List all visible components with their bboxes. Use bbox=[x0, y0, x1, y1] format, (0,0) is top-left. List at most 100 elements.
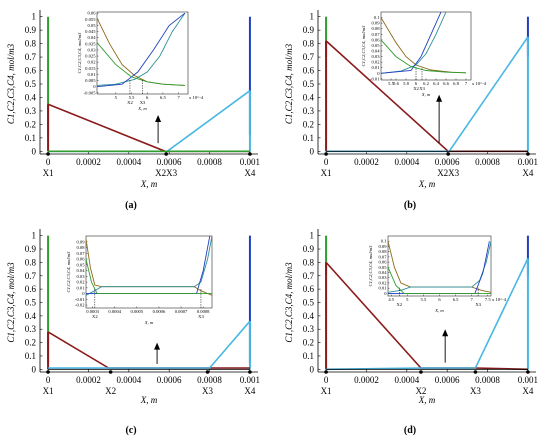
y-tick-label: 0 bbox=[310, 364, 315, 374]
inset-series-line bbox=[97, 42, 185, 86]
inset-y-tick-label: 0.05 bbox=[76, 262, 85, 267]
y-axis-label: C1,C2,C3,C4, mol/m3 bbox=[284, 43, 294, 124]
inset-series-line bbox=[86, 236, 212, 296]
inset-y-tick-label: 0.05 bbox=[371, 43, 380, 48]
inset-y-tick-label: 0.02 bbox=[371, 60, 380, 65]
y-tick-label: 0.1 bbox=[25, 351, 36, 361]
inset-plot: -0.0100.010.020.030.040.050.060.070.080.… bbox=[361, 11, 487, 98]
inset-y-axis-label: C1,C2,C3,C4, mol/m3 bbox=[66, 251, 72, 293]
zoom-arrow-head bbox=[155, 114, 162, 122]
inset-y-tick-label: 0.02 bbox=[76, 280, 85, 285]
y-tick-label: 0.6 bbox=[303, 66, 315, 76]
y-tick-label: 0.6 bbox=[303, 284, 315, 294]
inset-x-axis-label: X, m bbox=[144, 320, 154, 326]
inset-y-tick-label: 0.08 bbox=[76, 245, 85, 250]
x-marker-label: X3 bbox=[470, 386, 481, 396]
inset-y-tick-label: 0.025 bbox=[85, 54, 96, 59]
inset-y-tick-label: 0 bbox=[93, 84, 96, 89]
inset-series-group bbox=[381, 12, 467, 74]
inset-marker-label: X2 bbox=[127, 100, 133, 105]
inset-y-tick-label: 0.015 bbox=[85, 66, 96, 71]
y-axis-label: C1,C2,C3,C4, mol/m3 bbox=[284, 262, 294, 343]
inset-marker-label: X3 bbox=[475, 302, 481, 307]
inset-x-tick-label: 6.5 bbox=[453, 297, 459, 302]
inset-y-tick-label: 0.05 bbox=[87, 23, 96, 28]
y-tick-label: 0.4 bbox=[303, 92, 315, 102]
inset-marker-label: X3 bbox=[419, 86, 425, 91]
inset-x-tick-label: 6 bbox=[438, 297, 441, 302]
y-tick-label: 0.4 bbox=[303, 311, 315, 321]
inset-x-tick-label: 6 bbox=[415, 81, 418, 86]
inset-y-tick-label: 0.07 bbox=[378, 254, 387, 259]
inset-y-tick-label: 0.03 bbox=[76, 274, 85, 279]
x-tick-label: 0.0004 bbox=[394, 157, 419, 167]
inset-x-tick-label: 6.5 bbox=[160, 95, 166, 100]
y-tick-label: 0.2 bbox=[303, 119, 314, 129]
series-line bbox=[48, 320, 251, 369]
x-tick-label: 0.001 bbox=[240, 157, 260, 167]
x-tick-label: 0.0004 bbox=[116, 157, 141, 167]
zoom-arrow-head bbox=[154, 342, 161, 350]
inset-x-tick-label: 6 bbox=[146, 95, 149, 100]
y-tick-label: 0.8 bbox=[303, 39, 315, 49]
inset-y-tick-label: 0.04 bbox=[378, 270, 387, 275]
y-tick-label: 0.9 bbox=[25, 25, 37, 35]
inset-series-line bbox=[97, 12, 186, 88]
y-tick-label: 0.5 bbox=[303, 79, 315, 89]
inset-y-tick-label: 0.035 bbox=[85, 41, 96, 46]
panel-label: (c) bbox=[125, 425, 136, 436]
inset-x-tick-label: 7 bbox=[177, 95, 180, 100]
panel-c: 0 0.1 0.2 0.3 0.4 0.5 0.6 0.7 0.8 0.9 1 0 0.0002 0.00… bbox=[6, 229, 260, 436]
inset-y-tick-label: 0.03 bbox=[371, 54, 380, 59]
series-line bbox=[47, 103, 250, 153]
inset-series-line bbox=[381, 39, 467, 74]
x-marker-dot bbox=[205, 370, 210, 374]
inset-y-axis-label: C1,C2,C3,C4, mol/m3 bbox=[361, 25, 367, 67]
x-marker-label: X2 bbox=[415, 386, 426, 396]
x-marker-dot bbox=[46, 370, 50, 374]
inset-plot: -0.02-0.0100.010.020.030.040.050.060.070… bbox=[66, 235, 213, 326]
y-tick-label: 0.3 bbox=[25, 324, 37, 334]
inset-series-line bbox=[86, 258, 212, 295]
x-marker-dot bbox=[248, 370, 252, 374]
inset-series-line bbox=[388, 267, 491, 294]
inset-x-tick-label: 5 bbox=[115, 95, 118, 100]
series-line bbox=[326, 258, 529, 371]
inset-x-tick-label: 7.5 bbox=[485, 297, 491, 302]
y-axis-label: C1,C2,C3,C4, mol/m3 bbox=[6, 43, 16, 124]
inset-y-tick-label: 0.045 bbox=[85, 29, 96, 34]
inset-y-tick-label: 0.1 bbox=[374, 15, 380, 20]
y-tick-label: 0.8 bbox=[303, 257, 315, 267]
y-tick-label: 0.5 bbox=[25, 298, 37, 308]
inset-frame bbox=[387, 235, 492, 297]
inset-y-tick-label: 0.08 bbox=[371, 26, 380, 31]
x-tick-label: 0.0006 bbox=[435, 375, 460, 385]
inset-y-tick-label: 0.05 bbox=[378, 265, 387, 270]
inset-x-tick-label: 6.6 bbox=[443, 81, 449, 86]
x-tick-label: 0 bbox=[46, 157, 51, 167]
y-tick-label: 0.5 bbox=[303, 298, 315, 308]
inset-x-tick-label: 7 bbox=[471, 297, 474, 302]
panel-label: (b) bbox=[404, 200, 416, 211]
y-tick-label: 0.4 bbox=[25, 92, 37, 102]
inset-x-tick-label: 5.6 bbox=[393, 81, 399, 86]
x-tick-label: 0.001 bbox=[518, 157, 538, 167]
inset-y-tick-label: 0.04 bbox=[76, 268, 85, 273]
y-tick-label: 0.6 bbox=[25, 66, 37, 76]
inset-x-tick-label: 5.5 bbox=[388, 81, 394, 86]
y-tick-label: 0.9 bbox=[25, 244, 37, 254]
y-tick-label: 0.2 bbox=[25, 119, 36, 129]
x-tick-label: 0.0002 bbox=[76, 157, 101, 167]
inset-series-group bbox=[86, 236, 212, 296]
panel-label: (a) bbox=[125, 200, 137, 211]
x-marker-label: X1 bbox=[321, 168, 332, 178]
inset-y-axis-label: C1,C2,C3,C4, mol/m3 bbox=[368, 245, 374, 287]
inset-marker-label: X2 bbox=[396, 302, 402, 307]
inset-y-tick-label: 0 bbox=[384, 291, 387, 296]
x-marker-label: X4 bbox=[244, 168, 255, 178]
x-marker-label: X4 bbox=[522, 168, 533, 178]
inset-x-tick-label: 0.0006 bbox=[153, 309, 166, 314]
inset-x-tick-label: 4.5 bbox=[388, 297, 394, 302]
y-tick-label: 0.9 bbox=[303, 25, 315, 35]
inset-marker-label: X3 bbox=[140, 100, 146, 105]
